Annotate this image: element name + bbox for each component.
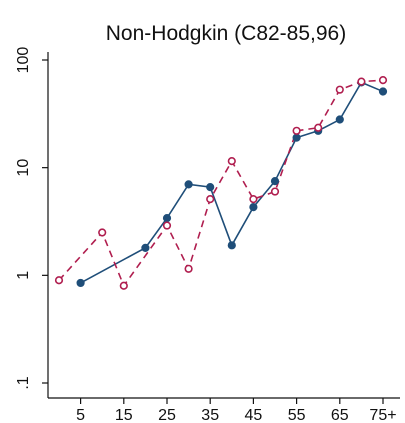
y-axis-ticks: .1 1 10 100 xyxy=(15,47,48,390)
y-tick-label: 100 xyxy=(15,47,32,74)
y-tick-label: .1 xyxy=(15,376,32,389)
series-2-point xyxy=(270,187,280,196)
series-1-point xyxy=(270,177,280,186)
series-1-point xyxy=(249,203,258,212)
series-2-point xyxy=(249,195,258,204)
series-1-point xyxy=(184,180,193,189)
series-1-line xyxy=(80,81,384,284)
series-2-point xyxy=(335,85,344,94)
series-layer xyxy=(54,76,388,290)
series-1-point xyxy=(206,182,215,192)
y-tick-label: 1 xyxy=(15,271,32,280)
series-2-point xyxy=(227,157,236,166)
x-axis-ticks: 5 15 25 35 45 55 65 75+ xyxy=(76,398,397,423)
series-2-line xyxy=(58,79,384,288)
series-2-point xyxy=(162,221,172,230)
series-1-point xyxy=(76,278,85,288)
series-2-point xyxy=(206,195,215,204)
series-2-point xyxy=(184,264,193,273)
x-tick-label: 5 xyxy=(76,407,85,423)
x-tick-label: 55 xyxy=(288,407,306,423)
series-1-point xyxy=(335,115,344,124)
series-2-point xyxy=(378,76,388,85)
series-2-point xyxy=(292,126,301,135)
x-tick-label: 75+ xyxy=(369,407,396,423)
x-tick-label: 65 xyxy=(331,407,349,423)
series-1-point xyxy=(141,243,150,252)
series-1-point xyxy=(292,133,301,142)
axes xyxy=(47,52,400,399)
series-2-point xyxy=(119,281,128,290)
series-2-point xyxy=(54,276,64,285)
y-tick-label: 10 xyxy=(15,159,32,177)
series-1-point xyxy=(227,241,236,250)
series-1-point xyxy=(378,87,388,96)
x-tick-label: 15 xyxy=(115,407,133,423)
x-tick-label: 35 xyxy=(201,407,219,423)
series-2-point xyxy=(98,228,107,237)
x-tick-label: 45 xyxy=(245,407,263,423)
series-2-point xyxy=(357,77,366,86)
series-2-point xyxy=(314,123,323,132)
x-tick-label: 25 xyxy=(158,407,176,423)
chart-title: Non-Hodgkin (C82-85,96) xyxy=(106,22,346,45)
series-1-point xyxy=(162,214,172,223)
